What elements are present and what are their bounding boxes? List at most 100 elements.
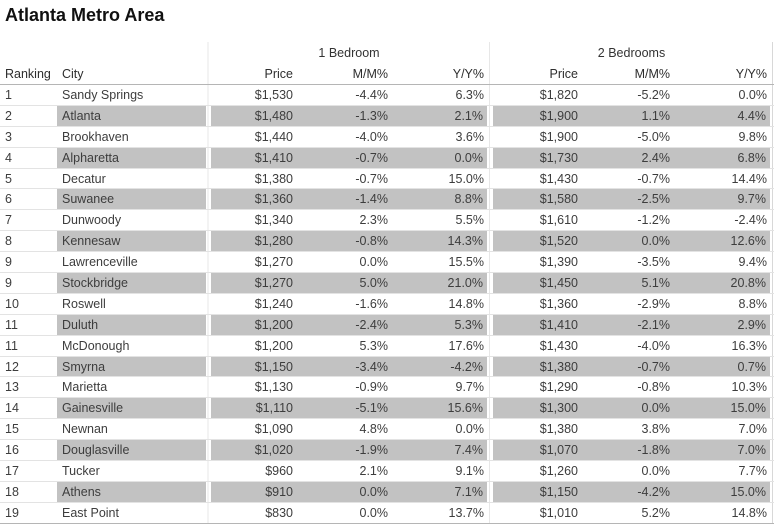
table-row[interactable]: 5 Decatur $1,380 -0.7% 15.0% $1,430 -0.7… bbox=[0, 168, 774, 190]
cell-mm-2br: -3.5% bbox=[637, 255, 670, 270]
table-right-edge bbox=[771, 461, 774, 481]
cell-ranking: 9 bbox=[5, 255, 12, 270]
cell-mm-2br: 2.4% bbox=[582, 147, 674, 168]
cell-city: Kennesaw bbox=[57, 231, 207, 252]
cell-price-2br: $1,380 bbox=[539, 422, 578, 437]
table-row[interactable]: 3 Brookhaven $1,440 -4.0% 3.6% $1,900 -5… bbox=[0, 126, 774, 148]
cell-price-1br: $1,280 bbox=[210, 231, 297, 252]
table-row[interactable]: 7 Dunwoody $1,340 2.3% 5.5% $1,610 -1.2%… bbox=[0, 210, 774, 232]
column-divider-1 bbox=[207, 126, 210, 147]
cell-yy-1br: 17.6% bbox=[448, 338, 484, 353]
column-divider-2 bbox=[488, 126, 492, 147]
cell-city: Gainesville bbox=[57, 398, 207, 419]
cell-yy-2br: -2.4% bbox=[734, 213, 767, 228]
cell-ranking: 1 bbox=[5, 87, 12, 102]
cell-yy-2br: 8.8% bbox=[738, 296, 768, 311]
table-row[interactable]: 11 McDonough $1,200 5.3% 17.6% $1,430 -4… bbox=[0, 335, 774, 357]
cell-yy-2br: 16.3% bbox=[731, 338, 767, 353]
cell-ranking: 11 bbox=[5, 338, 18, 353]
table-right-edge bbox=[771, 314, 774, 335]
cell-city: Alpharetta bbox=[57, 147, 207, 168]
table-row[interactable]: 17 Tucker $960 2.1% 9.1% $1,260 0.0% 7.7… bbox=[0, 461, 774, 482]
cell-price-2br: $1,820 bbox=[539, 87, 578, 102]
column-divider-1 bbox=[207, 210, 210, 231]
column-divider-1 bbox=[207, 440, 210, 461]
cell-yy-1br: 21.0% bbox=[392, 273, 488, 293]
cell-ranking: 4 bbox=[5, 150, 12, 165]
cell-mm-1br: 2.1% bbox=[359, 463, 389, 478]
column-divider-1 bbox=[207, 293, 210, 314]
cell-yy-2br: 14.8% bbox=[731, 505, 767, 520]
cell-ranking: 19 bbox=[5, 505, 19, 520]
cell-price-1br: $1,530 bbox=[254, 87, 293, 102]
cell-ranking: 14 bbox=[5, 401, 19, 416]
table-right-edge bbox=[771, 273, 774, 293]
column-divider-2 bbox=[488, 273, 492, 293]
column-divider-2 bbox=[488, 210, 492, 231]
table-row[interactable]: 14 Gainesville $1,110 -5.1% 15.6% $1,300… bbox=[0, 398, 774, 420]
cell-price-2br: $1,580 bbox=[492, 189, 582, 210]
table-right-edge bbox=[771, 356, 774, 377]
cell-price-2br: $1,290 bbox=[539, 380, 578, 395]
cell-mm-2br: -0.8% bbox=[637, 380, 670, 395]
table-row[interactable]: 15 Newnan $1,090 4.8% 0.0% $1,380 3.8% 7… bbox=[0, 419, 774, 441]
table-row[interactable]: 6 Suwanee $1,360 -1.4% 8.8% $1,580 -2.5%… bbox=[0, 189, 774, 211]
cell-ranking: 13 bbox=[5, 380, 19, 395]
cell-yy-1br: 5.5% bbox=[455, 213, 485, 228]
table-row[interactable]: 9 Lawrenceville $1,270 0.0% 15.5% $1,390… bbox=[0, 252, 774, 274]
cell-price-1br: $1,150 bbox=[210, 356, 297, 377]
cell-mm-1br: 5.3% bbox=[359, 338, 389, 353]
table-right-edge bbox=[771, 168, 774, 189]
cell-mm-1br: 0.0% bbox=[359, 255, 389, 270]
cell-price-1br: $1,130 bbox=[254, 380, 293, 395]
cell-ranking: 9 bbox=[5, 275, 12, 290]
column-divider-1 bbox=[207, 314, 210, 335]
cell-price-1br: $1,200 bbox=[210, 314, 297, 335]
column-divider-1 bbox=[207, 377, 210, 398]
column-divider-1 bbox=[207, 231, 210, 252]
cell-yy-1br: 15.5% bbox=[448, 255, 484, 270]
table-row[interactable]: 18 Athens $910 0.0% 7.1% $1,150 -4.2% 15… bbox=[0, 481, 774, 503]
cell-price-2br: $1,900 bbox=[492, 105, 582, 126]
cell-price-2br: $1,430 bbox=[539, 338, 578, 353]
cell-price-2br: $1,360 bbox=[539, 296, 578, 311]
group-header-1-bedroom: 1 Bedroom bbox=[318, 46, 380, 60]
cell-yy-1br: 14.8% bbox=[448, 296, 484, 311]
column-divider-2 bbox=[488, 461, 492, 481]
table-row[interactable]: 9 Stockbridge $1,270 5.0% 21.0% $1,450 5… bbox=[0, 273, 774, 294]
cell-mm-1br: 0.0% bbox=[297, 481, 392, 502]
table-row[interactable]: 11 Duluth $1,200 -2.4% 5.3% $1,410 -2.1%… bbox=[0, 314, 774, 336]
table-right-edge bbox=[771, 64, 774, 84]
column-header-mm-2br: M/M% bbox=[634, 67, 670, 81]
column-divider-2 bbox=[488, 231, 492, 252]
column-divider-1 bbox=[207, 105, 210, 126]
column-divider-2 bbox=[488, 398, 492, 419]
table-row[interactable]: 1 Sandy Springs $1,530 -4.4% 6.3% $1,820… bbox=[0, 85, 774, 106]
table-row[interactable]: 10 Roswell $1,240 -1.6% 14.8% $1,360 -2.… bbox=[0, 293, 774, 315]
table-row[interactable]: 16 Douglasville $1,020 -1.9% 7.4% $1,070… bbox=[0, 440, 774, 462]
cell-mm-1br: -3.4% bbox=[297, 356, 392, 377]
cell-ranking: 8 bbox=[5, 234, 12, 249]
table-right-edge bbox=[771, 481, 774, 502]
cell-yy-1br: -4.2% bbox=[392, 356, 488, 377]
cell-price-2br: $1,390 bbox=[539, 255, 578, 270]
cell-ranking: 10 bbox=[5, 296, 19, 311]
cell-yy-1br: 6.3% bbox=[455, 87, 485, 102]
table-row[interactable]: 4 Alpharetta $1,410 -0.7% 0.0% $1,730 2.… bbox=[0, 147, 774, 169]
cell-price-2br: $1,300 bbox=[492, 398, 582, 419]
cell-ranking: 15 bbox=[5, 422, 19, 437]
table-row[interactable]: 13 Marietta $1,130 -0.9% 9.7% $1,290 -0.… bbox=[0, 377, 774, 399]
cell-yy-2br: 15.0% bbox=[674, 398, 771, 419]
rent-table: 1 Bedroom 2 Bedrooms Ranking City Price … bbox=[0, 42, 774, 524]
cell-price-1br: $910 bbox=[210, 481, 297, 502]
table-row[interactable]: 8 Kennesaw $1,280 -0.8% 14.3% $1,520 0.0… bbox=[0, 231, 774, 253]
cell-price-2br: $1,070 bbox=[492, 440, 582, 461]
group-header-2-bedrooms: 2 Bedrooms bbox=[597, 46, 666, 60]
cell-city: Smyrna bbox=[57, 356, 207, 377]
table-row[interactable]: 19 East Point $830 0.0% 13.7% $1,010 5.2… bbox=[0, 502, 774, 524]
cell-yy-2br: 0.0% bbox=[738, 87, 768, 102]
cell-price-1br: $1,480 bbox=[210, 105, 297, 126]
cell-city: Sandy Springs bbox=[62, 87, 144, 102]
table-row[interactable]: 2 Atlanta $1,480 -1.3% 2.1% $1,900 1.1% … bbox=[0, 105, 774, 127]
table-row[interactable]: 12 Smyrna $1,150 -3.4% -4.2% $1,380 -0.7… bbox=[0, 356, 774, 378]
